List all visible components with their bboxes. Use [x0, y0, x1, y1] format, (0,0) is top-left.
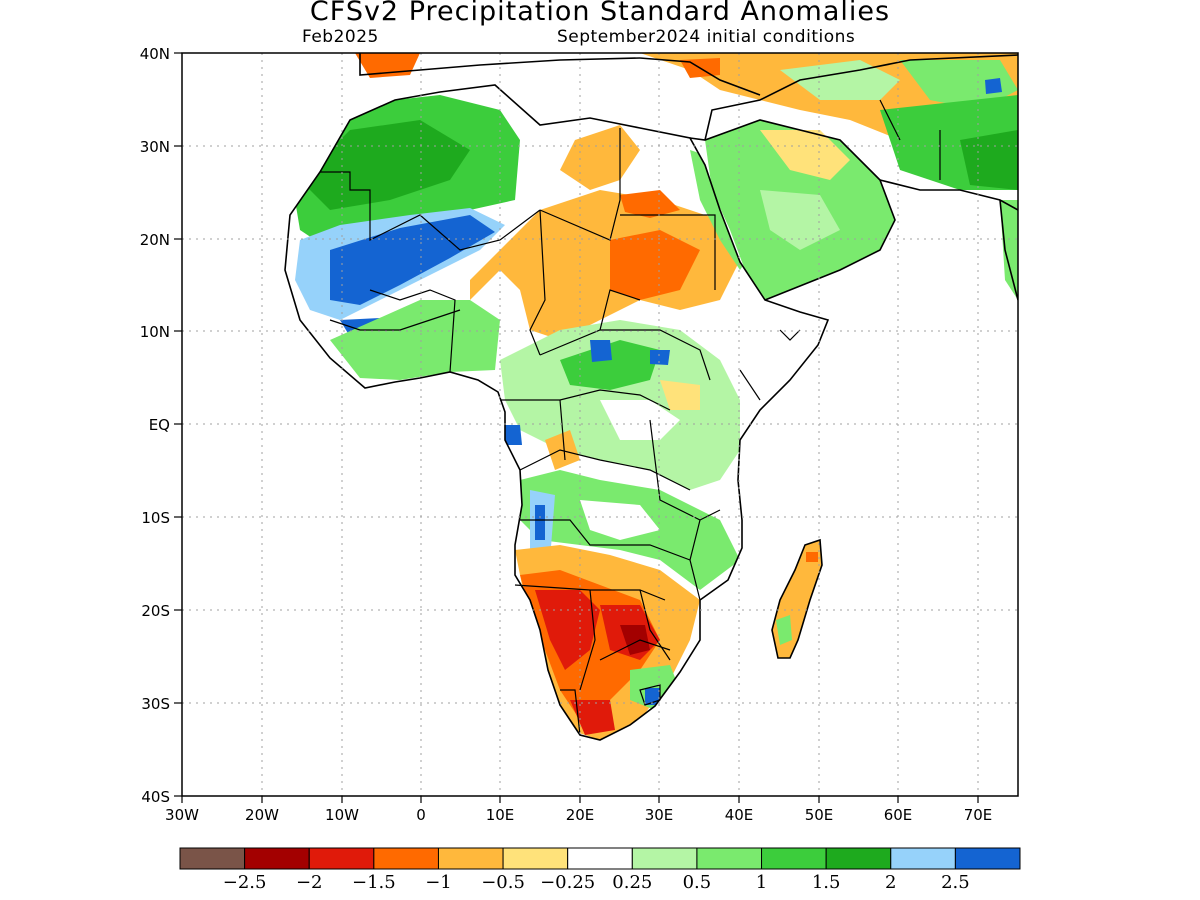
colorbar-swatch — [696, 847, 763, 870]
initial-conditions: September2024 initial conditions — [557, 27, 856, 47]
colorbar-label: 0.25 — [612, 872, 652, 893]
colorbar-swatch — [437, 847, 504, 870]
lon-label: 60E — [884, 806, 913, 824]
colorbar-swatch — [179, 847, 246, 870]
colorbar-swatch — [631, 847, 698, 870]
lon-label: 10E — [486, 806, 515, 824]
colorbar-label: −2 — [296, 872, 323, 893]
lon-label: 20W — [245, 806, 279, 824]
colorbar-label: −1 — [425, 872, 452, 893]
lon-label: 30E — [645, 806, 674, 824]
colorbar-swatch — [954, 847, 1021, 870]
colorbar-label: −0.25 — [540, 872, 595, 893]
lat-label: 30N — [140, 138, 170, 156]
lon-label: 40E — [725, 806, 754, 824]
colorbar-swatch — [825, 847, 892, 870]
colorbar-label: −1.5 — [352, 872, 396, 893]
colorbar-swatch — [373, 847, 439, 870]
gridlines — [182, 53, 1018, 796]
lat-label: 30S — [141, 695, 170, 713]
lon-label: 20E — [566, 806, 595, 824]
lat-label: 40N — [140, 45, 170, 63]
lon-label: 0 — [416, 806, 426, 824]
colorbar-label: 2 — [885, 872, 896, 893]
lon-label: 70E — [964, 806, 993, 824]
lon-label: 50E — [805, 806, 834, 824]
lat-label: 20N — [140, 231, 170, 249]
coastlines — [284, 53, 1018, 741]
longitude-labels: 30W 20W 10W 0 10E 20E 30E 40E 50E 60E 70… — [165, 806, 992, 824]
colorbar-swatch — [308, 847, 375, 870]
colorbar-swatch — [244, 847, 310, 870]
lat-label: 10S — [141, 509, 170, 527]
country-borders — [320, 99, 941, 736]
colorbar-label: 0.5 — [683, 872, 712, 893]
lat-label: EQ — [149, 416, 170, 434]
colorbar-swatch — [502, 847, 569, 870]
colorbar-labels: −2.5 −2 −1.5 −1 −0.5 −0.25 0.25 0.5 1 1.5 2 2.5 — [223, 872, 970, 893]
lon-label: 10W — [325, 806, 359, 824]
latitude-labels: 40N 30N 20N 10N EQ 10S 20S 30S 40S — [140, 45, 170, 806]
colorbar-label: 2.5 — [941, 872, 970, 893]
colorbar-label: 1.5 — [812, 872, 841, 893]
colorbar-label: −0.5 — [481, 872, 525, 893]
colorbar-swatch — [890, 847, 956, 870]
colorbar-swatch — [567, 847, 633, 870]
lat-label: 40S — [141, 788, 170, 806]
lat-label: 10N — [140, 323, 170, 341]
map-title: CFSv2 Precipitation Standard Anomalies — [309, 0, 891, 27]
colorbar-label: 1 — [756, 872, 767, 893]
forecast-month: Feb2025 — [302, 27, 379, 47]
lat-label: 20S — [141, 602, 170, 620]
colorbar-swatch — [761, 847, 827, 870]
tick-marks — [174, 52, 979, 803]
colorbar — [179, 847, 1021, 870]
colorbar-label: −2.5 — [223, 872, 267, 893]
lon-label: 30W — [165, 806, 199, 824]
